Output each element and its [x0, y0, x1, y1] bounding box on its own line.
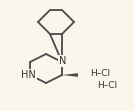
- Polygon shape: [62, 73, 78, 77]
- Text: H–Cl: H–Cl: [90, 68, 110, 77]
- Text: N: N: [59, 56, 67, 66]
- Text: HN: HN: [21, 70, 35, 80]
- Text: H–Cl: H–Cl: [97, 80, 117, 89]
